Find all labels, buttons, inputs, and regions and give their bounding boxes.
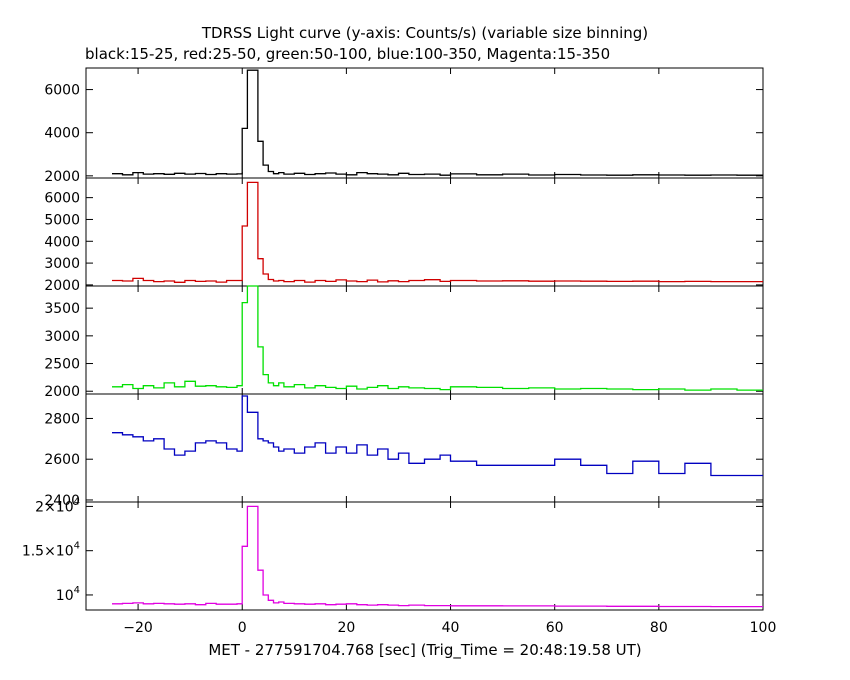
panels: 2000 4000 6000 2000 3000 4000 5000 6000 2000 2500… [22,67,764,611]
x-tick-label: 60 [546,620,564,636]
series-line-2 [112,181,763,283]
y-tick-label: 2600 [44,452,80,468]
y-tick-label: 4000 [44,126,80,142]
panel-frame [85,501,764,611]
panel-5: 104 1.5×104 2×104 [22,496,764,611]
y-tick-label: 2400 [44,493,80,509]
y-tick-label: 1.5×104 [22,541,80,560]
y-tick-label: 3000 [44,329,80,345]
y-tick-label: 2000 [44,278,80,294]
panel-frame [85,393,764,503]
chart-subtitle: black:15-25, red:25-50, green:50-100, bl… [85,45,610,63]
x-tick-label: 20 [337,620,355,636]
series-line-4 [112,395,763,477]
y-tick-label: 2000 [44,384,80,400]
x-tick-label: 80 [650,620,668,636]
y-tick-label: 6000 [44,191,80,207]
panel-4: 2400 2600 2800 [44,393,764,509]
panel-frame [85,177,764,287]
y-tick-label: 2×104 [35,496,80,515]
y-tick-label: 2500 [44,357,80,373]
y-tick-label: 3500 [44,301,80,317]
y-tick-label: 2800 [44,411,80,427]
panel-3: 2000 2500 3000 3500 [44,285,764,400]
x-tick-label: −20 [123,620,153,636]
series-line-5 [112,505,763,608]
x-axis-label: MET - 277591704.768 [sec] (Trig_Time = 2… [208,641,641,660]
x-tick-label: 0 [238,620,247,636]
y-tick-label: 2000 [44,169,80,185]
x-axis: −20 0 20 40 60 80 100 [123,620,776,636]
y-tick-label: 4000 [44,234,80,250]
y-tick-label: 6000 [44,83,80,99]
panel-2: 2000 3000 4000 5000 6000 [44,177,764,294]
series-line-3 [112,285,763,391]
y-tick-label: 5000 [44,212,80,228]
panel-frame [85,285,764,395]
chart-title: TDRSS Light curve (y-axis: Counts/s) (va… [201,24,648,42]
panel-1: 2000 4000 6000 [44,67,764,185]
x-tick-label: 40 [442,620,460,636]
y-tick-label: 104 [56,585,80,604]
x-tick-label: 100 [750,620,777,636]
y-tick-label: 3000 [44,256,80,272]
series-line-1 [112,69,763,176]
panel-frame [85,67,764,179]
